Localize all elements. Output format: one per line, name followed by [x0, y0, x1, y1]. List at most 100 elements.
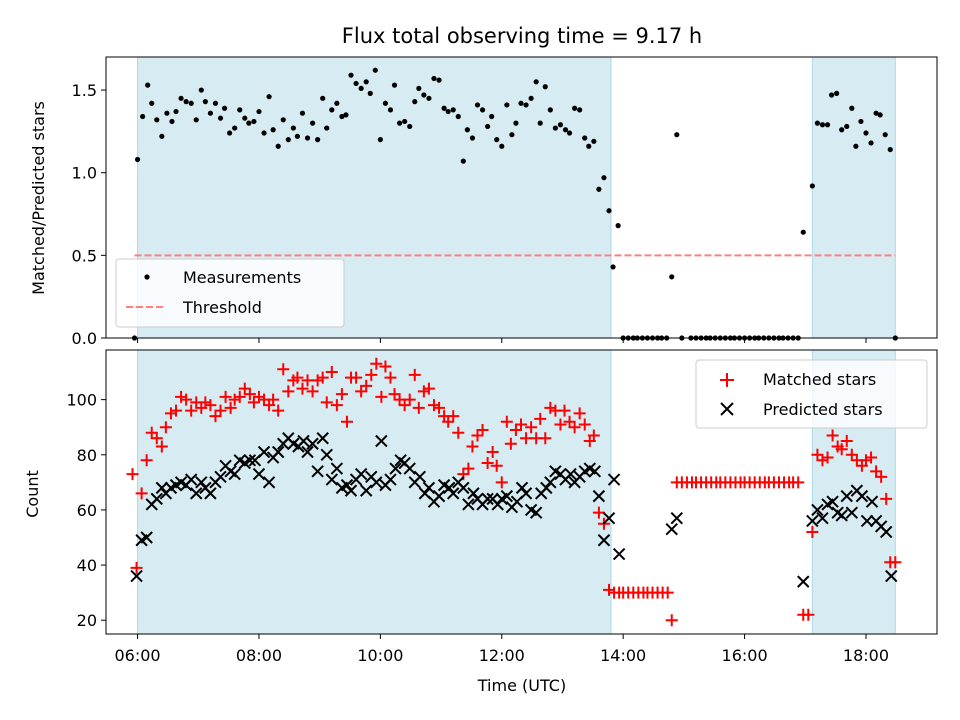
- measurement-point: [479, 107, 486, 113]
- matched-star-point: [816, 454, 829, 467]
- measurement-point: [562, 127, 569, 133]
- measurement-point: [183, 99, 189, 105]
- measurement-point: [396, 120, 403, 126]
- measurement-point: [145, 82, 151, 88]
- matched-stars-series: [126, 357, 902, 627]
- matched-star-point: [859, 454, 872, 467]
- measurement-point: [348, 72, 354, 78]
- matched-star-point: [311, 374, 324, 387]
- count-panel-legend: Matched stars Predicted stars: [695, 359, 928, 429]
- matched-star-point: [427, 399, 440, 412]
- matched-star-point: [340, 415, 353, 428]
- measurement-point: [412, 99, 418, 105]
- matched-star-point: [398, 399, 411, 412]
- predicted-star-point: [150, 492, 163, 506]
- matched-star-point: [252, 390, 265, 403]
- predicted-star-point: [597, 534, 611, 547]
- measurement-point: [353, 80, 359, 87]
- predicted-star-point: [252, 467, 266, 481]
- measurement-point: [256, 108, 262, 115]
- predicted-stars-series: [130, 432, 898, 588]
- predicted-star-point: [389, 462, 402, 475]
- matched-star-point: [500, 415, 513, 428]
- ratio-panel-legend: Measurements Threshold: [115, 258, 345, 328]
- measurement-point: [407, 123, 413, 130]
- matched-star-point: [476, 423, 489, 436]
- predicted-star-point: [855, 489, 869, 503]
- predicted-star-point: [588, 465, 602, 478]
- matched-star-point: [539, 432, 552, 445]
- matched-star-point: [224, 401, 237, 414]
- measurement-point: [494, 137, 500, 143]
- measurement-point: [537, 120, 543, 126]
- predicted-star-point: [607, 473, 621, 486]
- legend-predicted-marker: [720, 402, 734, 416]
- measurement-point: [853, 143, 859, 149]
- measurement-point: [285, 137, 291, 143]
- measurement-point: [566, 130, 573, 136]
- predicted-star-point: [354, 467, 368, 481]
- measurement-point: [304, 135, 311, 141]
- measurement-point: [533, 79, 539, 85]
- predicted-star-point: [403, 462, 416, 475]
- matched-star-point: [802, 608, 815, 621]
- predicted-star-point: [155, 481, 169, 495]
- matched-star-point: [388, 388, 401, 401]
- matched-star-point: [554, 418, 567, 431]
- matched-star-point: [379, 360, 392, 373]
- matched-star-point: [544, 401, 557, 414]
- measurement-point: [173, 108, 179, 115]
- predicted-star-point: [130, 569, 143, 583]
- matched-star-point: [495, 476, 508, 489]
- measurement-point: [814, 120, 821, 126]
- matched-star-point: [504, 437, 517, 450]
- measurement-point: [266, 94, 272, 100]
- y-tick-label: 40: [77, 556, 97, 575]
- measurement-point: [198, 87, 204, 93]
- matched-star-point: [592, 506, 605, 519]
- matched-star-point: [301, 374, 314, 387]
- matched-star-point: [150, 432, 163, 445]
- matched-star-point: [247, 396, 260, 409]
- matched-star-point: [320, 396, 333, 409]
- predicted-star-point: [665, 523, 678, 536]
- measurement-point: [596, 186, 602, 192]
- measurement-point: [877, 112, 883, 118]
- predicted-star-point: [432, 489, 446, 503]
- measurement-point: [591, 138, 597, 144]
- matched-star-point: [243, 388, 256, 401]
- predicted-star-point: [262, 476, 276, 489]
- measurement-point: [382, 100, 389, 106]
- matched-star-point: [806, 525, 819, 538]
- matched-star-point: [159, 421, 172, 434]
- matched-star-point: [875, 470, 888, 483]
- matched-star-point: [214, 404, 227, 417]
- predicted-star-point: [885, 569, 898, 583]
- measurement-point: [577, 107, 583, 113]
- y-tick-label: 0.5: [72, 246, 97, 265]
- measurement-point: [294, 133, 301, 139]
- matched-star-point: [433, 401, 446, 414]
- chart-title: Flux total observing time = 9.17 h: [342, 24, 702, 48]
- matched-star-point: [408, 368, 421, 381]
- measurement-point: [358, 85, 364, 92]
- count-panel-y-ticks: 20 40 60 80 100: [66, 391, 106, 630]
- measurement-point: [504, 102, 510, 108]
- matched-star-point: [355, 385, 368, 398]
- legend-matched-marker: [720, 373, 734, 387]
- predicted-star-point: [865, 495, 879, 508]
- measurement-point: [834, 90, 840, 96]
- ratio-panel-y-ticks: 0.0 0.5 1.0 1.5: [72, 81, 106, 348]
- matched-star-point: [792, 476, 805, 489]
- matched-star-point: [826, 429, 839, 442]
- predicted-star-point: [359, 484, 373, 497]
- measurement-point: [460, 158, 466, 164]
- matched-star-point: [316, 371, 329, 384]
- shaded-interval-2: [811, 56, 896, 339]
- measurement-point: [868, 140, 874, 146]
- measurement-point: [572, 105, 578, 111]
- count-panel-x-ticks: 06:00 08:00 10:00 12:00 14:00 16:00 18:00: [115, 634, 889, 665]
- predicted-star-point: [457, 481, 470, 495]
- measurement-point: [528, 95, 534, 101]
